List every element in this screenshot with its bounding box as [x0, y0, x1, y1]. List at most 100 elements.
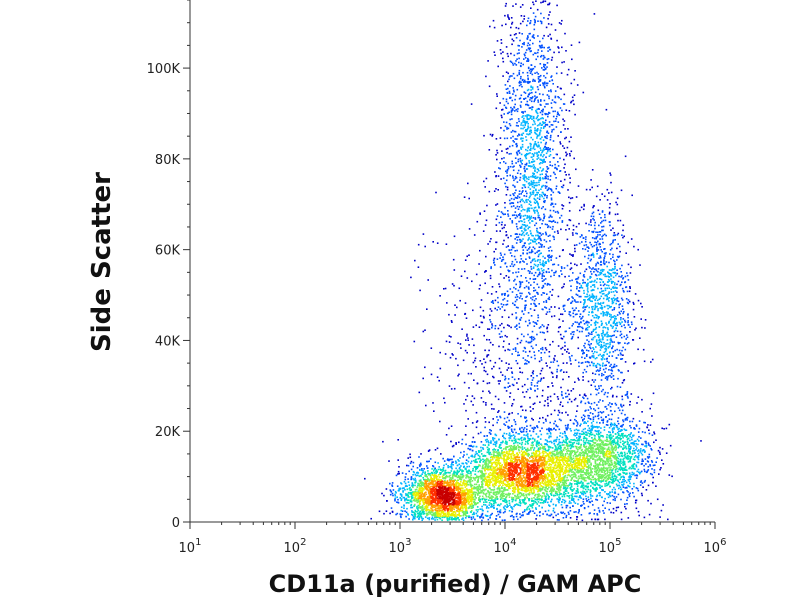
scatter-point — [553, 231, 556, 233]
scatter-point — [528, 256, 531, 258]
scatter-point — [634, 428, 636, 430]
scatter-point — [553, 315, 556, 317]
scatter-point — [416, 471, 419, 474]
scatter-point — [616, 330, 619, 333]
scatter-point — [536, 8, 539, 11]
scatter-point — [544, 185, 547, 187]
scatter-point — [530, 345, 533, 348]
scatter-point — [602, 510, 604, 512]
scatter-point — [475, 324, 477, 327]
scatter-point — [482, 444, 485, 446]
scatter-point — [596, 305, 598, 308]
scatter-point — [493, 190, 496, 192]
scatter-point — [550, 204, 552, 206]
scatter-point — [403, 487, 405, 489]
scatter-point — [601, 412, 603, 414]
scatter-point — [542, 0, 545, 3]
scatter-point — [641, 326, 643, 329]
scatter-point — [613, 334, 615, 337]
scatter-point — [588, 415, 590, 417]
scatter-point — [465, 443, 467, 446]
scatter-point — [542, 127, 545, 129]
scatter-point — [645, 444, 648, 447]
scatter-point — [417, 512, 419, 515]
scatter-point — [628, 445, 631, 447]
scatter-point — [519, 371, 521, 373]
scatter-point — [498, 283, 500, 285]
scatter-point — [609, 502, 611, 504]
scatter-point — [524, 92, 527, 94]
scatter-point — [621, 234, 623, 236]
scatter-point — [609, 341, 611, 344]
scatter-point — [559, 333, 562, 336]
scatter-point — [539, 20, 542, 22]
scatter-point — [514, 296, 517, 299]
scatter-point — [562, 145, 564, 147]
scatter-point — [548, 46, 550, 49]
scatter-point — [637, 348, 639, 351]
scatter-point — [521, 436, 523, 439]
scatter-point — [523, 427, 526, 429]
scatter-point — [557, 513, 559, 515]
scatter-point — [582, 275, 585, 277]
scatter-point — [593, 401, 596, 404]
scatter-point — [526, 508, 528, 510]
scatter-point — [511, 376, 514, 378]
scatter-point — [596, 250, 598, 253]
scatter-point — [581, 241, 583, 243]
scatter-point — [608, 291, 610, 293]
scatter-point — [584, 410, 586, 412]
scatter-point — [577, 325, 580, 328]
scatter-point — [526, 378, 529, 380]
scatter-point — [519, 516, 522, 519]
scatter-point — [546, 443, 548, 446]
scatter-point — [581, 430, 583, 433]
scatter-point — [599, 340, 602, 342]
scatter-point — [641, 494, 643, 497]
scatter-point — [464, 313, 466, 315]
scatter-point — [571, 499, 573, 501]
scatter-point — [555, 177, 557, 179]
scatter-point — [527, 286, 530, 288]
scatter-point — [520, 204, 523, 206]
scatter-point — [645, 471, 648, 474]
scatter-point — [461, 462, 463, 465]
scatter-point — [603, 269, 605, 271]
scatter-point — [586, 321, 588, 324]
scatter-point — [541, 427, 543, 430]
scatter-point — [506, 172, 508, 174]
scatter-point — [445, 463, 448, 465]
scatter-point — [590, 254, 593, 256]
scatter-point — [589, 188, 591, 191]
scatter-point — [585, 495, 587, 498]
scatter-point — [521, 230, 523, 232]
scatter-point — [514, 110, 516, 112]
scatter-point — [586, 262, 589, 264]
scatter-point — [536, 181, 538, 184]
scatter-point — [523, 126, 526, 129]
scatter-point — [521, 79, 524, 81]
scatter-point — [559, 441, 562, 444]
scatter-point — [498, 382, 500, 385]
scatter-point — [582, 248, 584, 250]
scatter-point — [600, 249, 602, 251]
scatter-point — [607, 284, 610, 287]
scatter-point — [511, 118, 513, 120]
scatter-point — [527, 82, 530, 84]
scatter-point — [596, 248, 598, 250]
scatter-point — [533, 281, 535, 284]
scatter-point — [605, 376, 608, 378]
scatter-point — [500, 303, 503, 305]
scatter-point — [619, 386, 622, 388]
scatter-point — [410, 478, 412, 481]
scatter-point — [596, 494, 599, 497]
scatter-point — [592, 297, 594, 300]
scatter-point — [634, 501, 637, 504]
scatter-point — [550, 124, 553, 126]
scatter-point — [569, 419, 572, 421]
scatter-point — [549, 256, 551, 258]
scatter-point — [525, 103, 527, 106]
scatter-point — [514, 288, 517, 290]
scatter-point — [629, 447, 632, 450]
scatter-point — [512, 434, 515, 436]
